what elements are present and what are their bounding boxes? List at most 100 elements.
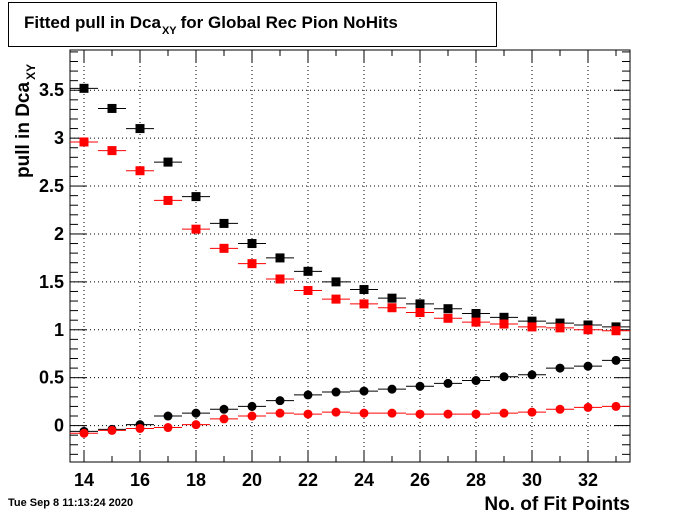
data-point-circle — [135, 423, 145, 433]
y-tick-label: 0.5 — [39, 368, 64, 388]
y-axis-label-main: pull in Dca — [13, 82, 34, 179]
data-point-circle — [303, 390, 313, 400]
data-point-square — [303, 266, 313, 276]
data-point-square — [359, 299, 369, 309]
x-tick-label: 24 — [354, 470, 374, 490]
data-point-circle — [359, 386, 369, 396]
data-point-square — [219, 218, 229, 228]
data-point-square — [583, 325, 593, 335]
data-point-square — [387, 303, 397, 313]
data-point-circle — [583, 361, 593, 371]
data-point-circle — [191, 420, 201, 430]
data-point-circle — [387, 408, 397, 418]
data-point-circle — [415, 381, 425, 391]
grid — [70, 50, 630, 462]
data-point-square — [247, 239, 257, 249]
data-point-square — [135, 124, 145, 134]
x-tick-label: 28 — [466, 470, 486, 490]
data-point-circle — [387, 384, 397, 394]
x-tick-label: 14 — [74, 470, 94, 490]
axes: 14 16 18 20 22 24 26 28 30 32 0 0.5 1 1.5 2 2.5 3 3.5 — [39, 50, 630, 490]
data-point-circle — [303, 409, 313, 419]
data-point-square — [555, 318, 565, 328]
data-point-square — [583, 320, 593, 330]
data-point-square — [219, 243, 229, 253]
data-point-circle — [611, 355, 621, 365]
data-point-square — [191, 192, 201, 202]
y-tick-label: 1.5 — [39, 272, 64, 292]
x-tick-label: 18 — [186, 470, 206, 490]
data-point-square — [275, 253, 285, 263]
x-tick-label: 16 — [130, 470, 150, 490]
data-markers — [70, 83, 630, 438]
data-point-square — [191, 224, 201, 234]
x-tick-label: 26 — [410, 470, 430, 490]
data-point-circle — [443, 378, 453, 388]
data-point-square — [415, 308, 425, 318]
data-point-circle — [359, 408, 369, 418]
data-point-circle — [79, 428, 89, 438]
data-point-circle — [583, 402, 593, 412]
y-axis-label-subscript: XY — [24, 64, 38, 80]
data-point-circle — [191, 408, 201, 418]
y-axis-label: pull in Dca XY — [13, 64, 38, 178]
data-point-square — [79, 83, 89, 93]
data-point-circle — [527, 407, 537, 417]
x-tick-label: 22 — [298, 470, 318, 490]
title-subscript: XY — [161, 25, 177, 37]
data-point-square — [527, 322, 537, 332]
data-point-circle — [275, 396, 285, 406]
data-point-circle — [527, 370, 537, 380]
data-point-square — [135, 166, 145, 176]
data-point-square — [331, 277, 341, 287]
x-tick-label: 30 — [522, 470, 542, 490]
chart-title: Fitted pull in DcaXY for Global Rec Pion … — [24, 13, 398, 37]
data-point-circle — [247, 401, 257, 411]
data-point-square — [443, 304, 453, 314]
y-tick-label: 2 — [54, 224, 64, 244]
data-point-circle — [555, 404, 565, 414]
data-point-square — [331, 294, 341, 304]
data-point-circle — [107, 425, 117, 435]
data-point-circle — [331, 387, 341, 397]
data-point-square — [611, 326, 621, 336]
data-point-square — [107, 146, 117, 156]
data-point-circle — [163, 411, 173, 421]
data-point-circle — [247, 411, 257, 421]
x-tick-label: 20 — [242, 470, 262, 490]
y-tick-label: 3.5 — [39, 80, 64, 100]
data-point-circle — [471, 376, 481, 386]
data-point-square — [499, 312, 509, 322]
x-axis-label: No. of Fit Points — [484, 494, 630, 514]
data-point-circle — [163, 423, 173, 433]
data-point-circle — [331, 407, 341, 417]
data-point-square — [387, 293, 397, 303]
x-tick-label: 32 — [578, 470, 598, 490]
data-point-square — [107, 103, 117, 113]
data-point-square — [275, 274, 285, 284]
title-box: Fitted pull in DcaXY for Global Rec Pion … — [8, 2, 497, 47]
data-point-square — [555, 323, 565, 333]
data-point-circle — [415, 409, 425, 419]
data-point-square — [499, 319, 509, 329]
data-point-circle — [219, 414, 229, 424]
data-point-square — [527, 316, 537, 326]
data-point-square — [303, 285, 313, 295]
data-point-circle — [611, 401, 621, 411]
y-tick-label: 0 — [54, 416, 64, 436]
data-point-circle — [499, 372, 509, 382]
data-point-square — [163, 157, 173, 167]
plot-frame — [69, 49, 631, 463]
y-tick-label: 2.5 — [39, 176, 64, 196]
data-point-square — [443, 313, 453, 323]
data-point-square — [471, 317, 481, 327]
data-point-circle — [275, 408, 285, 418]
y-tick-label: 3 — [54, 128, 64, 148]
data-point-square — [247, 259, 257, 269]
timestamp: Tue Sep 8 11:13:24 2020 — [8, 497, 134, 509]
data-point-circle — [219, 404, 229, 414]
data-point-circle — [471, 409, 481, 419]
data-point-circle — [499, 408, 509, 418]
y-tick-label: 1 — [54, 320, 64, 340]
